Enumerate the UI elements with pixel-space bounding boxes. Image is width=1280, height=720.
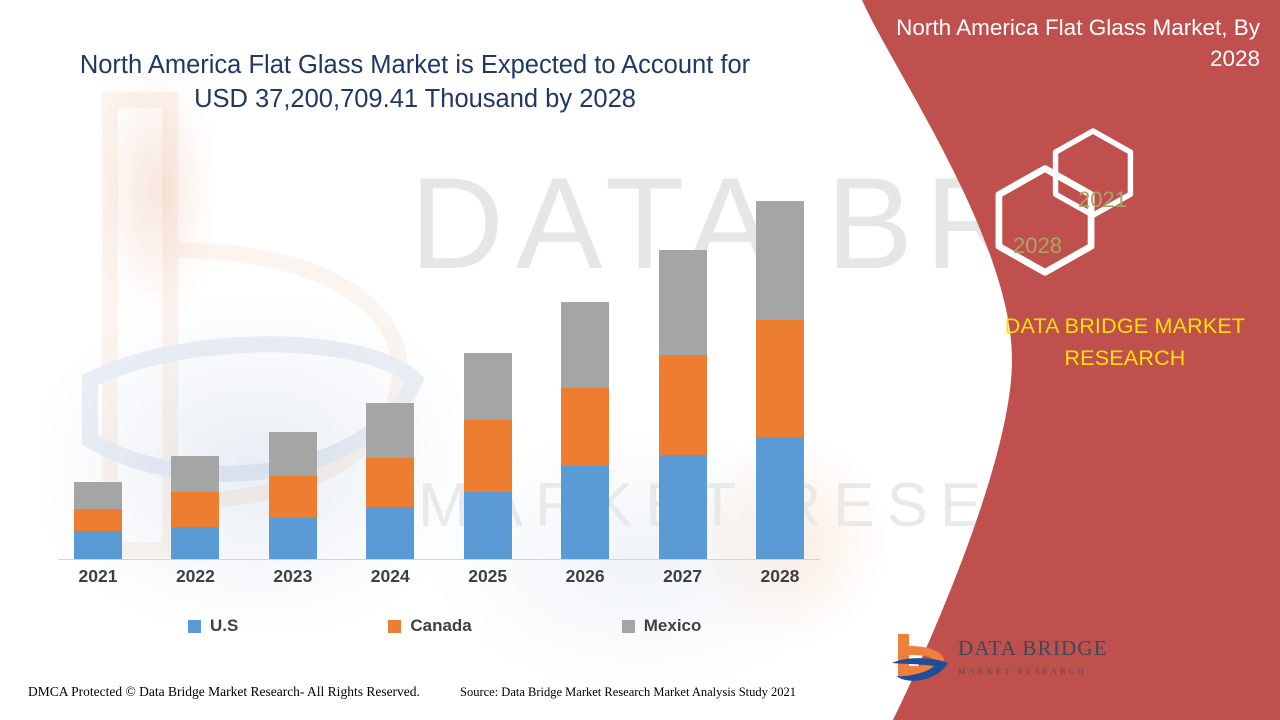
hexagon-2028-icon	[995, 165, 1095, 276]
legend-swatch-us-icon	[188, 619, 201, 633]
legend-swatch-mexico-icon	[621, 619, 635, 633]
bar-segment-us-2028	[755, 437, 804, 559]
footer-copyright-text: DMCA Protected © Data Bridge Market Rese…	[28, 684, 420, 699]
x-axis-label-2025: 2025	[468, 566, 508, 586]
bar-segment-canada-2028	[755, 320, 804, 437]
bar-segment-mexico-2024	[366, 403, 415, 458]
legend-swatch-canada-icon	[388, 619, 402, 633]
x-axis-tick-labels: 2021 2022 2023 2024 2025 2026 2027 2028	[58, 566, 820, 587]
bar-segment-us-2023	[268, 518, 317, 559]
bar-segment-canada-2022	[171, 492, 220, 527]
x-axis-label-2027: 2027	[663, 566, 702, 586]
hexagon-outline-icons	[995, 128, 1134, 276]
bar-group-2023	[268, 432, 317, 559]
bar-segment-us-2024	[366, 507, 415, 559]
footer-source-text: Source: Data Bridge Market Research Mark…	[460, 685, 797, 699]
x-axis-label-2021: 2021	[78, 566, 118, 586]
bar-group-2022	[171, 456, 220, 559]
legend-item-canada[interactable]: Canada	[388, 616, 472, 636]
bar-segment-canada-2025	[463, 420, 512, 492]
x-axis-label-2023: 2023	[273, 566, 313, 586]
logo-wordmark: DATA BRIDGE MARKET RESEARCH	[958, 636, 1108, 676]
legend-label-mexico: Mexico	[643, 616, 702, 635]
x-axis-label-2026: 2026	[565, 566, 605, 586]
bar-segment-mexico-2026	[561, 302, 610, 388]
bar-segment-us-2021	[74, 531, 122, 559]
bar-segment-mexico-2025	[463, 353, 512, 420]
bar-group-2026	[561, 302, 610, 559]
bar-segment-canada-2024	[366, 458, 415, 507]
bar-segment-mexico-2023	[268, 432, 317, 476]
bar-segment-us-2025	[463, 492, 512, 559]
hexagon-year-2021-label: 2021	[1078, 187, 1127, 212]
legend-item-us[interactable]: U.S	[188, 616, 238, 636]
chart-plot-area	[58, 180, 820, 560]
brand-name-text: DATA BRIDGE MARKET RESEARCH	[1004, 314, 1246, 370]
bar-segment-canada-2021	[74, 509, 122, 531]
bar-segment-us-2022	[171, 527, 220, 559]
panel-title: North America Flat Glass Market, By 2028	[896, 15, 1260, 71]
x-axis-label-2022: 2022	[175, 566, 215, 586]
chart-legend: U.S Canada Mexico	[58, 616, 758, 636]
bar-segment-mexico-2021	[74, 482, 122, 509]
logo-subtitle: MARKET RESEARCH	[958, 666, 1087, 676]
bar-group-2021	[74, 482, 122, 559]
logo-divider	[958, 662, 1101, 663]
bar-segment-mexico-2022	[171, 456, 220, 492]
bar-group-2027	[658, 250, 707, 559]
legend-label-us: U.S	[210, 616, 239, 635]
bar-segment-canada-2027	[658, 355, 707, 455]
chart-title: North America Flat Glass Market is Expec…	[79, 51, 751, 113]
x-axis-line	[58, 559, 820, 560]
hexagon-badges: 2021 2028	[975, 125, 1175, 290]
company-logo: DATA BRIDGE MARKET RESEARCH	[890, 630, 1108, 692]
logo-mark-b-icon	[892, 634, 948, 681]
bar-segment-us-2027	[658, 455, 707, 559]
bar-segment-canada-2023	[268, 476, 317, 518]
bar-series-container	[58, 180, 820, 559]
bar-group-2024	[366, 403, 415, 559]
bar-segment-mexico-2027	[658, 250, 707, 355]
bar-segment-canada-2026	[561, 388, 610, 466]
bar-segment-mexico-2028	[755, 201, 804, 320]
logo-title: DATA BRIDGE	[958, 636, 1108, 660]
x-axis-label-2028: 2028	[760, 566, 800, 586]
bar-segment-us-2026	[561, 466, 610, 559]
bar-group-2028	[755, 201, 804, 559]
x-axis-label-2024: 2024	[370, 566, 410, 586]
legend-item-mexico[interactable]: Mexico	[621, 616, 702, 636]
bar-group-2025	[463, 353, 512, 559]
hexagon-year-2028-label: 2028	[1013, 233, 1062, 258]
legend-label-canada: Canada	[410, 616, 472, 635]
